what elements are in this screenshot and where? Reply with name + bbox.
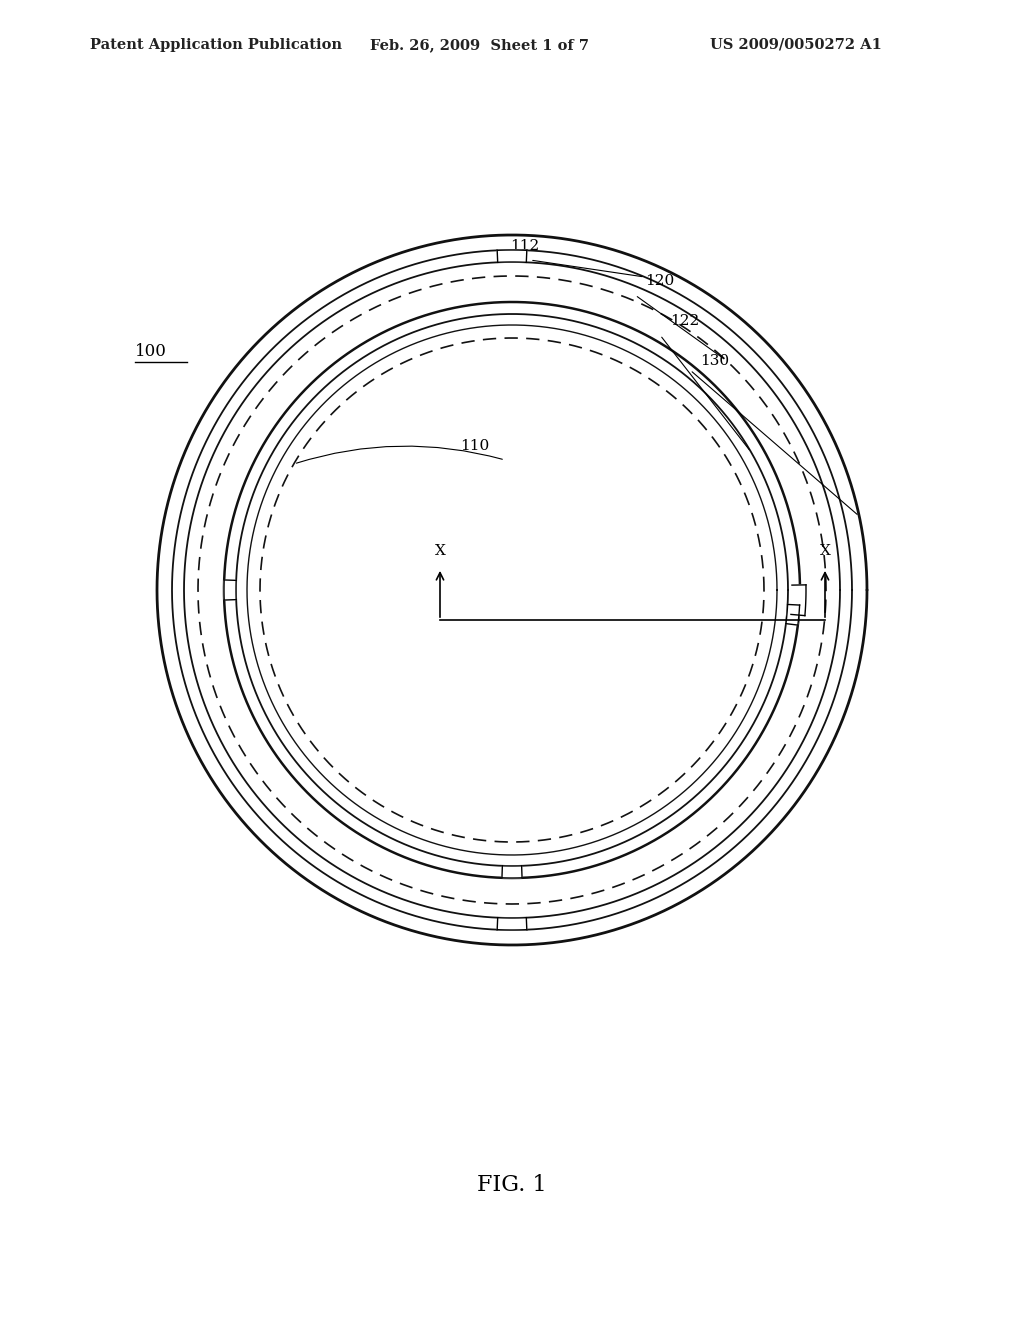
Polygon shape (498, 249, 526, 263)
Text: X: X (434, 544, 445, 558)
Text: X: X (819, 544, 830, 558)
Text: 100: 100 (135, 343, 167, 360)
Text: FIG. 1: FIG. 1 (477, 1173, 547, 1196)
Text: Feb. 26, 2009  Sheet 1 of 7: Feb. 26, 2009 Sheet 1 of 7 (370, 38, 589, 51)
Text: 122: 122 (670, 314, 699, 327)
Text: 112: 112 (510, 239, 540, 253)
Text: 130: 130 (700, 354, 729, 368)
Polygon shape (498, 917, 526, 931)
Text: 120: 120 (645, 275, 674, 288)
Polygon shape (791, 585, 806, 615)
Polygon shape (786, 605, 800, 626)
Text: US 2009/0050272 A1: US 2009/0050272 A1 (710, 38, 882, 51)
Polygon shape (224, 579, 237, 601)
Text: Patent Application Publication: Patent Application Publication (90, 38, 342, 51)
Text: 110: 110 (460, 440, 489, 453)
Polygon shape (502, 866, 522, 878)
